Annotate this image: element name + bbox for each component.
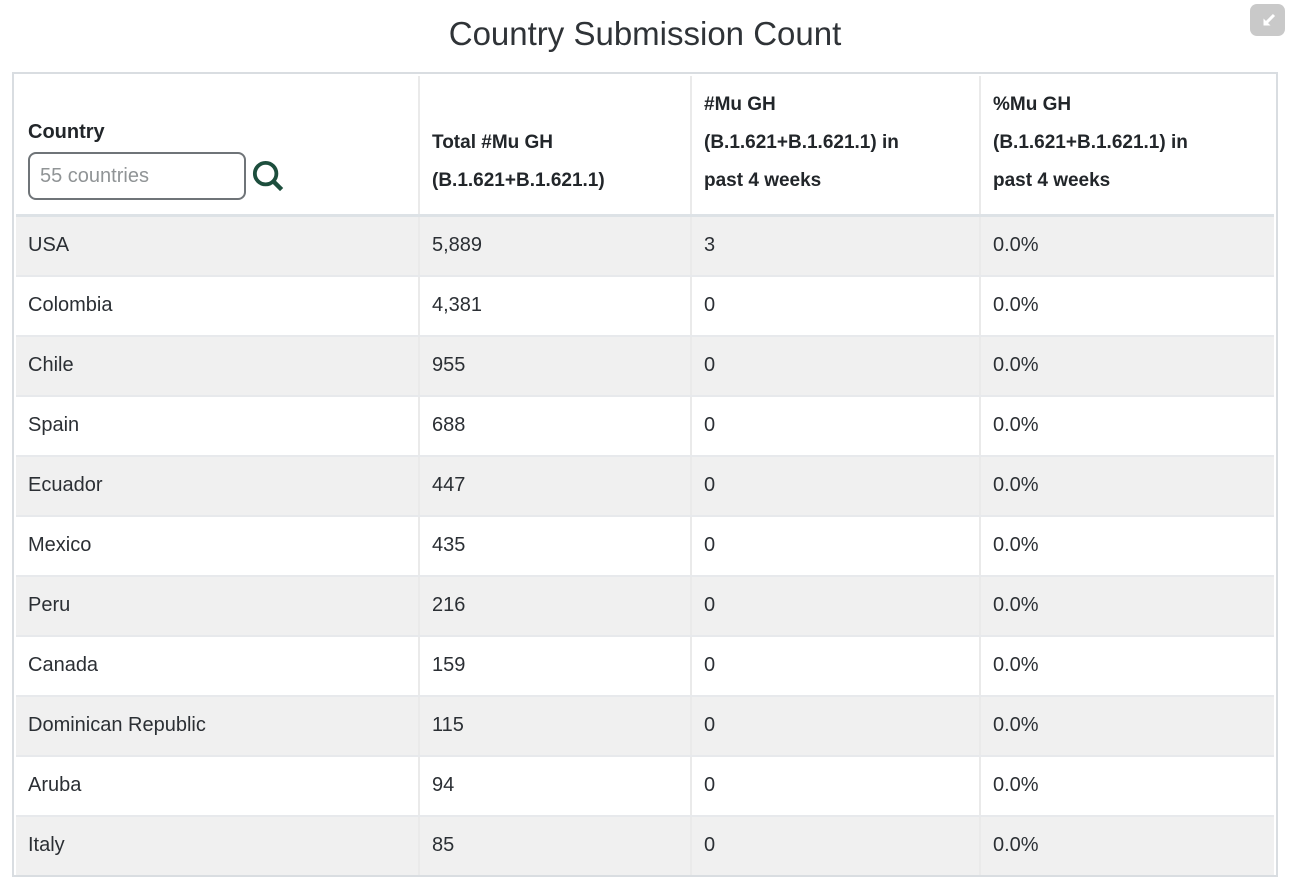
cell-past4w: 0	[691, 455, 981, 517]
cell-past4w: 0	[691, 395, 981, 457]
cell-pct: 0.0%	[980, 275, 1274, 337]
cell-country: Chile	[16, 335, 420, 397]
search-icon[interactable]	[249, 157, 287, 195]
col-header-total: Total #Mu GH (B.1.621+B.1.621.1)	[419, 76, 692, 217]
cell-total: 85	[419, 815, 692, 875]
cell-total: 447	[419, 455, 692, 517]
country-search-input[interactable]	[28, 152, 246, 200]
cell-pct: 0.0%	[980, 695, 1274, 757]
table-row: Chile 955 0 0.0%	[16, 335, 1274, 397]
cell-total: 159	[419, 635, 692, 697]
cell-country: Mexico	[16, 515, 420, 577]
cell-past4w: 0	[691, 815, 981, 875]
cell-country: Canada	[16, 635, 420, 697]
cell-country: Ecuador	[16, 455, 420, 517]
cell-pct: 0.0%	[980, 395, 1274, 457]
cell-past4w: 0	[691, 515, 981, 577]
cell-total: 955	[419, 335, 692, 397]
col-header-pct-label: %Mu GH (B.1.621+B.1.621.1) in past 4 wee…	[993, 94, 1188, 191]
col-header-total-label: Total #Mu GH (B.1.621+B.1.621.1)	[432, 132, 605, 191]
cell-past4w: 0	[691, 755, 981, 817]
table-row: USA 5,889 3 0.0%	[16, 215, 1274, 277]
table-row: Aruba 94 0 0.0%	[16, 755, 1274, 817]
cell-pct: 0.0%	[980, 815, 1274, 875]
table-row: Colombia 4,381 0 0.0%	[16, 275, 1274, 337]
arrow-down-left-icon	[1263, 13, 1275, 26]
cell-country: Italy	[16, 815, 420, 875]
cell-total: 94	[419, 755, 692, 817]
cell-past4w: 0	[691, 695, 981, 757]
exit-fullscreen-button[interactable]	[1250, 4, 1285, 36]
col-header-country-label: Country	[28, 121, 105, 143]
cell-pct: 0.0%	[980, 335, 1274, 397]
cell-past4w: 0	[691, 635, 981, 697]
col-header-past4w: #Mu GH (B.1.621+B.1.621.1) in past 4 wee…	[691, 76, 981, 217]
cell-pct: 0.0%	[980, 575, 1274, 637]
cell-past4w: 0	[691, 275, 981, 337]
cell-total: 435	[419, 515, 692, 577]
col-header-past4w-label: #Mu GH (B.1.621+B.1.621.1) in past 4 wee…	[704, 94, 899, 191]
table-row: Peru 216 0 0.0%	[16, 575, 1274, 637]
cell-country: USA	[16, 215, 420, 277]
table-row: Canada 159 0 0.0%	[16, 635, 1274, 697]
cell-country: Spain	[16, 395, 420, 457]
header-row: Country Total #Mu GH (B	[16, 76, 1274, 217]
cell-total: 4,381	[419, 275, 692, 337]
cell-past4w: 0	[691, 575, 981, 637]
cell-pct: 0.0%	[980, 635, 1274, 697]
page-title: Country Submission Count	[448, 15, 842, 52]
table-row: Italy 85 0 0.0%	[16, 815, 1274, 875]
country-table-container: Country Total #Mu GH (B	[12, 72, 1278, 877]
cell-pct: 0.0%	[980, 455, 1274, 517]
table-row: Spain 688 0 0.0%	[16, 395, 1274, 457]
cell-country: Peru	[16, 575, 420, 637]
cell-pct: 0.0%	[980, 755, 1274, 817]
cell-past4w: 3	[691, 215, 981, 277]
cell-total: 115	[419, 695, 692, 757]
cell-pct: 0.0%	[980, 215, 1274, 277]
cell-total: 216	[419, 575, 692, 637]
cell-past4w: 0	[691, 335, 981, 397]
table-row: Dominican Republic 115 0 0.0%	[16, 695, 1274, 757]
cell-country: Colombia	[16, 275, 420, 337]
table-row-partial	[16, 876, 1274, 878]
cell-total: 688	[419, 395, 692, 457]
cell-pct: 0.0%	[980, 515, 1274, 577]
col-header-pct: %Mu GH (B.1.621+B.1.621.1) in past 4 wee…	[980, 76, 1274, 217]
country-search	[28, 152, 406, 200]
col-header-country: Country	[16, 76, 420, 217]
country-submission-table: Country Total #Mu GH (B	[16, 76, 1274, 878]
table-row: Ecuador 447 0 0.0%	[16, 455, 1274, 517]
page: Country Submission Count Country	[0, 4, 1290, 894]
cell-country: Dominican Republic	[16, 695, 420, 757]
table-row: Mexico 435 0 0.0%	[16, 515, 1274, 577]
cell-total: 5,889	[419, 215, 692, 277]
cell-country: Aruba	[16, 755, 420, 817]
